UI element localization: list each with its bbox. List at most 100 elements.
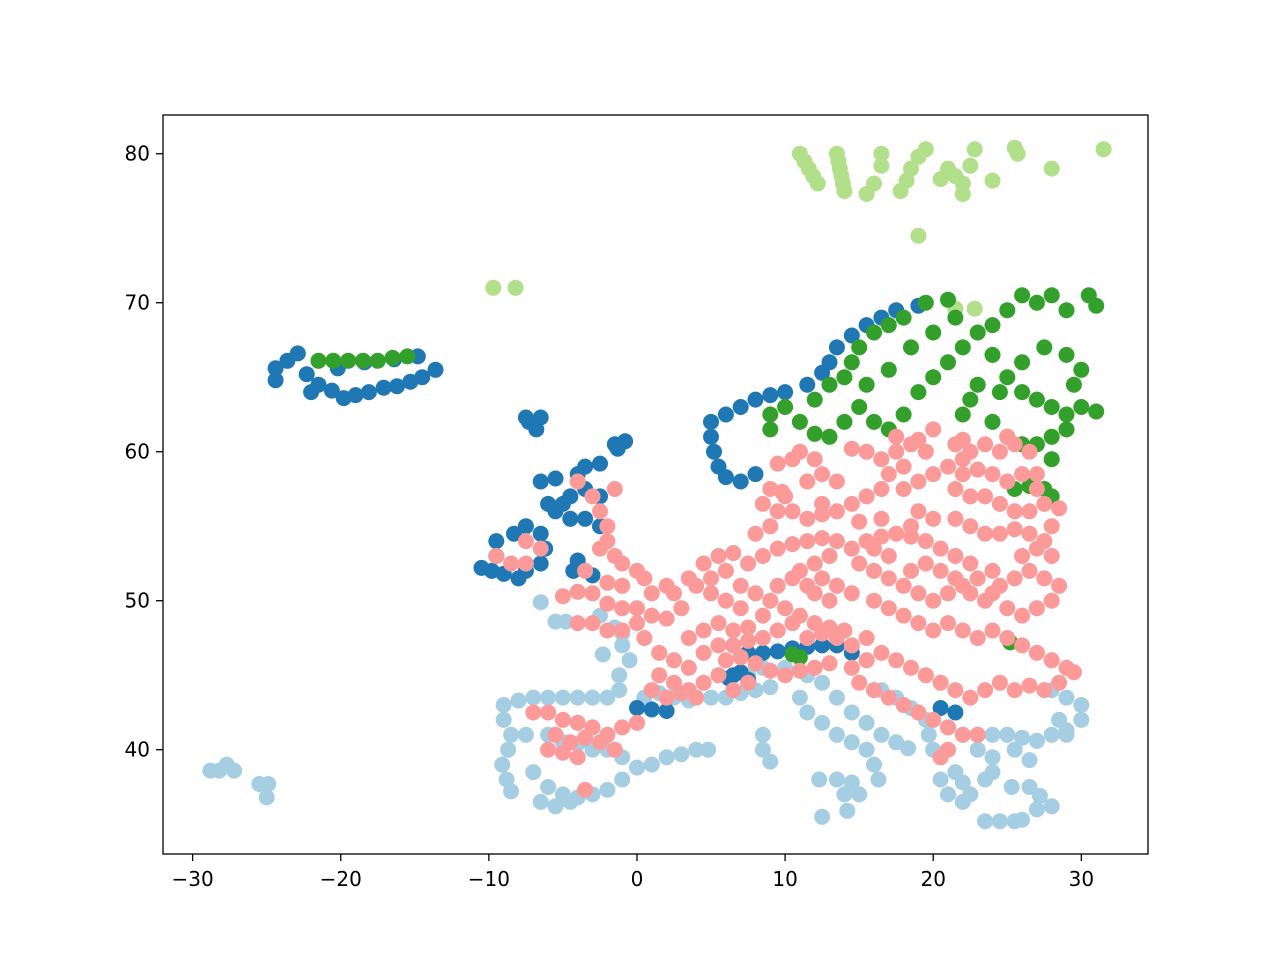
scatter-point <box>873 145 890 162</box>
scatter-point <box>584 689 601 706</box>
series-2 <box>485 139 1112 317</box>
series-0 <box>202 594 1090 830</box>
scatter-point <box>762 518 779 535</box>
scatter-point <box>873 726 890 743</box>
scatter-point <box>898 172 915 189</box>
scatter-point <box>999 473 1016 490</box>
scatter-point <box>991 495 1008 512</box>
scatter-point <box>740 632 757 649</box>
scatter-point <box>1031 787 1048 804</box>
scatter-point <box>506 525 522 542</box>
scatter-point <box>614 771 631 788</box>
scatter-point <box>836 183 853 199</box>
scatter-point <box>1036 495 1053 512</box>
scatter-point <box>1028 466 1045 483</box>
scatter-point <box>577 781 594 798</box>
series-4 <box>488 421 1082 798</box>
scatter-point <box>866 592 882 609</box>
scatter-point <box>1043 287 1060 304</box>
scatter-point <box>1036 682 1053 699</box>
scatter-point <box>532 540 549 557</box>
scatter-point <box>710 667 727 684</box>
scatter-point <box>1006 503 1023 520</box>
scatter-point <box>895 607 912 624</box>
scatter-point <box>1043 798 1060 815</box>
scatter-point <box>1028 644 1045 661</box>
scatter-point <box>814 530 831 547</box>
scatter-point <box>384 349 401 366</box>
scatter-point <box>777 600 794 617</box>
scatter-point <box>1021 443 1038 460</box>
scatter-point <box>977 682 994 699</box>
scatter-point <box>895 577 912 594</box>
scatter-point <box>1021 752 1038 769</box>
scatter-point <box>629 615 645 632</box>
scatter-point <box>888 652 905 669</box>
scatter-point <box>1065 664 1082 681</box>
scatter-point <box>910 384 927 401</box>
scatter-point <box>880 600 897 617</box>
scatter-point <box>360 384 377 401</box>
scatter-point <box>695 622 712 639</box>
scatter-point <box>999 428 1016 445</box>
scatter-point <box>584 488 601 505</box>
scatter-point <box>517 555 534 572</box>
scatter-point <box>932 700 949 716</box>
scatter-point <box>507 279 524 296</box>
scatter-point <box>611 682 628 699</box>
scatter-point <box>473 559 490 576</box>
scatter-point <box>1095 141 1112 158</box>
scatter-point <box>732 473 749 490</box>
scatter-point <box>495 711 512 728</box>
scatter-point <box>843 659 860 676</box>
scatter-point <box>517 533 534 550</box>
x-tick-label: 10 <box>772 867 797 891</box>
scatter-point <box>814 570 831 587</box>
scatter-point <box>562 510 579 527</box>
scatter-point <box>828 726 845 743</box>
scatter-point <box>1058 302 1075 319</box>
scatter-point <box>747 585 764 602</box>
scatter-point <box>1014 287 1031 304</box>
scatter-point <box>806 391 823 408</box>
y-axis: 40 50 60 70 80 <box>125 142 163 762</box>
scatter-point <box>629 700 645 716</box>
scatter-point <box>799 510 816 527</box>
scatter-point <box>540 704 557 721</box>
scatter-point <box>925 369 942 386</box>
scatter-point <box>814 637 831 654</box>
scatter-point <box>636 570 653 587</box>
scatter-point <box>1073 399 1090 415</box>
scatter-point <box>762 753 779 770</box>
scatter-point <box>488 533 505 550</box>
scatter-point <box>954 451 971 468</box>
scatter-point <box>1014 548 1031 564</box>
scatter-point <box>267 372 284 389</box>
scatter-point <box>658 703 675 719</box>
scatter-point <box>984 622 1001 639</box>
scatter-point <box>991 443 1008 460</box>
scatter-point <box>725 622 742 639</box>
scatter-point <box>414 369 431 386</box>
scatter-point <box>1058 406 1075 423</box>
scatter-point <box>740 619 757 636</box>
scatter-point <box>769 577 786 594</box>
scatter-point <box>806 555 823 572</box>
scatter-point <box>554 495 571 512</box>
scatter-point <box>532 473 549 490</box>
y-tick-label: 80 <box>125 142 150 166</box>
scatter-point <box>762 679 779 696</box>
scatter-point <box>565 562 582 579</box>
scatter-point <box>910 615 927 632</box>
scatter-point <box>298 366 315 383</box>
scatter-point <box>910 704 927 721</box>
scatter-point <box>577 510 594 527</box>
scatter-point <box>703 413 719 430</box>
scatter-point <box>700 741 717 758</box>
scatter-point <box>606 481 623 497</box>
scatter-point <box>969 630 986 646</box>
scatter-point <box>710 615 727 632</box>
scatter-point <box>814 495 831 512</box>
scatter-point <box>267 360 284 377</box>
x-tick-label: 20 <box>920 867 945 891</box>
